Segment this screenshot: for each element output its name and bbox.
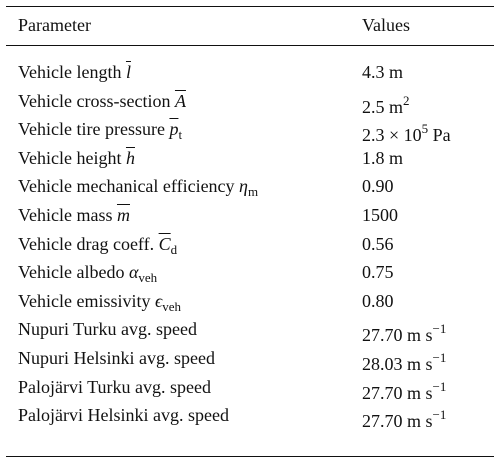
- text-run: Nupuri Turku avg. speed: [18, 319, 197, 340]
- text-run: −1: [432, 350, 447, 365]
- text-run: 2.5 m: [362, 96, 404, 117]
- text-run: η: [239, 176, 248, 197]
- header-cell: Values: [362, 15, 410, 35]
- text-run: m: [247, 184, 259, 200]
- text-run: Vehicle tire pressure: [18, 119, 170, 140]
- parameter-cell: Vehicle tire pressure pt: [18, 119, 182, 145]
- parameter-cell: Palojärvi Helsinki avg. speed: [18, 405, 229, 425]
- text-run: p: [169, 119, 179, 140]
- text-run: Nupuri Helsinki avg. speed: [18, 348, 215, 368]
- value-cell: 1500: [362, 205, 398, 225]
- text-run: Pa: [428, 125, 451, 146]
- text-run: Vehicle length: [18, 62, 126, 82]
- value-cell: 0.80: [362, 291, 394, 311]
- top-rule: [6, 6, 494, 8]
- header-cell: Parameter: [18, 15, 91, 35]
- parameter-cell: Vehicle emissivity ϵveh: [18, 291, 181, 317]
- text-run: Vehicle albedo: [18, 262, 129, 283]
- parameter-cell: Vehicle length l: [18, 62, 131, 82]
- text-run: 1.8 m: [362, 147, 404, 168]
- text-run: α: [128, 262, 139, 283]
- text-run: 28.03 m s: [362, 354, 433, 374]
- text-run: Palojärvi Helsinki avg. speed: [18, 405, 229, 426]
- text-run: Vehicle cross-section: [18, 90, 175, 111]
- text-run: veh: [138, 270, 158, 286]
- parameter-cell: Nupuri Helsinki avg. speed: [18, 348, 215, 368]
- text-run: −1: [432, 407, 447, 423]
- parameter-cell: Vehicle drag coeff. Cd: [18, 234, 177, 260]
- parameter-cell: Vehicle mass m: [18, 205, 130, 225]
- text-run: 2: [403, 92, 410, 108]
- text-run: m: [116, 205, 130, 225]
- bottom-rule: [6, 456, 494, 458]
- text-run: 5: [421, 121, 429, 137]
- text-run: t: [178, 127, 183, 143]
- value-cell: 27.70 m s−1: [362, 377, 446, 403]
- parameter-cell: Vehicle albedo αveh: [18, 262, 157, 288]
- value-cell: 27.70 m s−1: [362, 319, 446, 345]
- text-run: Vehicle emissivity: [18, 290, 155, 311]
- text-run: C: [158, 233, 171, 254]
- text-run: A: [174, 90, 186, 111]
- mid-rule: [6, 45, 494, 46]
- value-cell: 4.3 m: [362, 62, 403, 82]
- text-run: d: [170, 241, 178, 257]
- text-run: l: [125, 62, 131, 82]
- text-run: 27.70 m s: [362, 325, 433, 346]
- text-run: ϵ: [154, 290, 163, 311]
- value-cell: 28.03 m s−1: [362, 348, 446, 374]
- text-run: Vehicle height: [18, 147, 126, 168]
- text-run: Vehicle mass: [18, 205, 117, 225]
- parameter-cell: Vehicle cross-section A: [18, 91, 186, 111]
- parameter-cell: Nupuri Turku avg. speed: [18, 319, 197, 339]
- value-cell: 0.56: [362, 234, 394, 254]
- value-cell: 0.75: [362, 262, 394, 282]
- text-run: −1: [432, 321, 447, 337]
- value-cell: 27.70 m s−1: [362, 405, 446, 431]
- parameter-cell: Vehicle mechanical efficiency ηm: [18, 176, 258, 202]
- text-run: 2.3 × 10: [362, 125, 422, 146]
- text-run: Vehicle mechanical efficiency: [18, 176, 240, 197]
- text-run: 0.75: [362, 262, 394, 283]
- text-run: 0.56: [362, 233, 394, 254]
- text-run: 4.3 m: [362, 62, 404, 82]
- value-cell: 0.90: [362, 176, 394, 196]
- text-run: 0.90: [362, 176, 394, 197]
- value-cell: 1.8 m: [362, 148, 403, 168]
- text-run: 27.70 m s: [362, 382, 433, 403]
- text-run: Palojärvi Turku avg. speed: [18, 376, 211, 397]
- text-run: −1: [432, 378, 447, 394]
- text-run: 27.70 m s: [362, 411, 433, 432]
- text-run: veh: [162, 298, 182, 314]
- parameter-cell: Palojärvi Turku avg. speed: [18, 377, 211, 397]
- parameter-cell: Vehicle height h: [18, 148, 135, 168]
- text-run: Vehicle drag coeff.: [18, 233, 159, 254]
- text-run: 0.80: [362, 290, 394, 311]
- value-cell: 2.5 m2: [362, 91, 410, 117]
- text-run: 1500: [362, 205, 398, 225]
- text-run: h: [125, 147, 135, 168]
- value-cell: 2.3 × 105 Pa: [362, 119, 451, 145]
